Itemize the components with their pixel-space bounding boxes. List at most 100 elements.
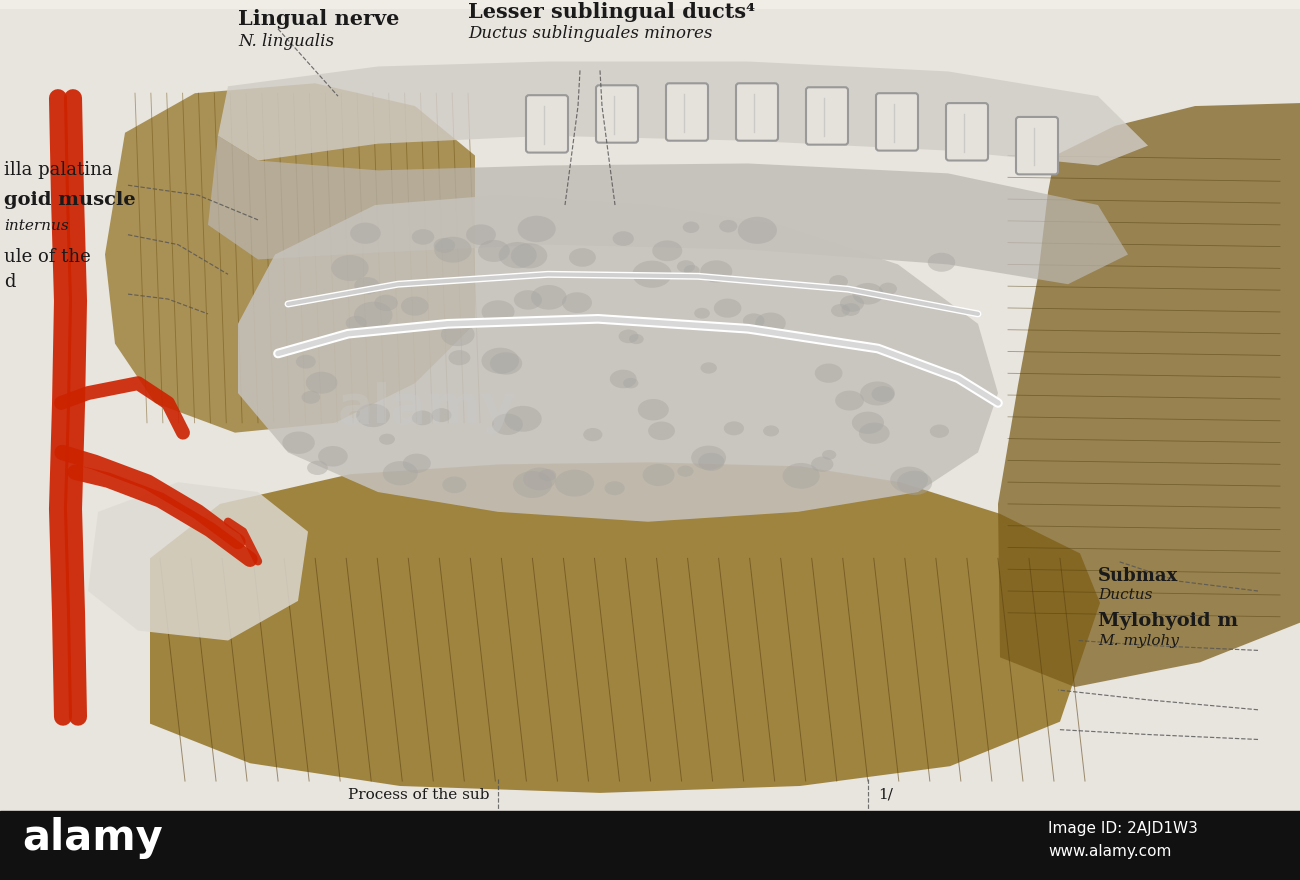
Ellipse shape [871, 386, 894, 402]
Text: Submax: Submax [1098, 567, 1178, 585]
Ellipse shape [350, 223, 381, 244]
Text: Image ID: 2AJD1W3: Image ID: 2AJD1W3 [1048, 822, 1197, 837]
Ellipse shape [400, 297, 429, 316]
FancyBboxPatch shape [1017, 117, 1058, 174]
Ellipse shape [853, 283, 884, 304]
Ellipse shape [928, 253, 956, 272]
Ellipse shape [346, 316, 367, 330]
Text: d: d [4, 273, 16, 291]
Ellipse shape [763, 425, 779, 436]
Ellipse shape [434, 238, 455, 253]
Polygon shape [218, 62, 1148, 165]
FancyBboxPatch shape [806, 87, 848, 144]
Ellipse shape [840, 295, 865, 312]
Ellipse shape [879, 282, 897, 295]
FancyBboxPatch shape [876, 93, 918, 150]
Polygon shape [88, 482, 308, 641]
FancyBboxPatch shape [595, 85, 638, 143]
Ellipse shape [604, 481, 625, 495]
Ellipse shape [724, 422, 744, 436]
Ellipse shape [629, 334, 644, 344]
Ellipse shape [306, 371, 338, 393]
FancyBboxPatch shape [946, 103, 988, 160]
Ellipse shape [434, 237, 472, 262]
Ellipse shape [891, 466, 928, 493]
Ellipse shape [742, 313, 764, 328]
Ellipse shape [822, 450, 836, 459]
Ellipse shape [692, 445, 727, 470]
FancyBboxPatch shape [736, 84, 777, 141]
FancyBboxPatch shape [666, 84, 709, 141]
Text: 1/: 1/ [878, 788, 893, 802]
Ellipse shape [755, 312, 785, 334]
Ellipse shape [514, 471, 552, 498]
Ellipse shape [499, 242, 537, 268]
Ellipse shape [653, 240, 682, 261]
Ellipse shape [694, 308, 710, 319]
Text: internus: internus [4, 219, 69, 233]
Ellipse shape [412, 410, 433, 425]
Ellipse shape [302, 391, 320, 404]
Text: www.alamy.com: www.alamy.com [1048, 844, 1171, 859]
Ellipse shape [701, 260, 732, 282]
Ellipse shape [356, 404, 390, 427]
Ellipse shape [897, 471, 932, 495]
Polygon shape [208, 136, 1128, 284]
Text: ule of the: ule of the [4, 248, 91, 267]
Polygon shape [105, 84, 474, 433]
Text: Ductus sublinguales minores: Ductus sublinguales minores [468, 25, 712, 41]
Ellipse shape [829, 275, 848, 288]
Text: Lingual nerve: Lingual nerve [238, 9, 399, 29]
Text: N. lingualis: N. lingualis [238, 33, 334, 49]
Ellipse shape [623, 378, 638, 388]
Ellipse shape [403, 453, 430, 473]
Ellipse shape [380, 434, 395, 444]
Ellipse shape [632, 260, 672, 288]
Ellipse shape [677, 466, 694, 477]
Ellipse shape [538, 469, 556, 481]
Ellipse shape [719, 220, 737, 232]
Ellipse shape [701, 363, 716, 374]
Ellipse shape [815, 363, 842, 383]
Ellipse shape [610, 370, 637, 388]
Ellipse shape [478, 240, 510, 262]
Ellipse shape [569, 248, 595, 267]
Ellipse shape [677, 260, 696, 273]
Polygon shape [150, 462, 1100, 793]
Ellipse shape [523, 467, 556, 490]
Ellipse shape [504, 406, 542, 432]
Ellipse shape [332, 255, 369, 281]
Ellipse shape [517, 216, 556, 242]
Ellipse shape [355, 277, 380, 295]
Text: Lesser sublingual ducts⁴: Lesser sublingual ducts⁴ [468, 2, 755, 22]
Ellipse shape [307, 460, 328, 475]
Text: alamy: alamy [22, 818, 162, 859]
Ellipse shape [514, 290, 542, 310]
Ellipse shape [562, 292, 592, 313]
Ellipse shape [318, 446, 347, 466]
Ellipse shape [861, 381, 894, 406]
Ellipse shape [584, 428, 602, 441]
Ellipse shape [511, 243, 547, 268]
Ellipse shape [811, 457, 833, 472]
Ellipse shape [442, 476, 467, 493]
Ellipse shape [467, 224, 495, 245]
Ellipse shape [859, 422, 889, 444]
Ellipse shape [852, 412, 884, 434]
Ellipse shape [491, 414, 523, 435]
Ellipse shape [930, 424, 949, 438]
Bar [0, 810, 1300, 880]
Text: Process of the sub: Process of the sub [348, 788, 490, 802]
FancyBboxPatch shape [526, 95, 568, 152]
Ellipse shape [282, 431, 315, 454]
Ellipse shape [555, 470, 594, 496]
Ellipse shape [530, 285, 567, 310]
Ellipse shape [619, 329, 638, 343]
Text: M. mylohy: M. mylohy [1098, 634, 1179, 649]
Text: illa palatina: illa palatina [4, 161, 113, 180]
Ellipse shape [841, 303, 861, 316]
Ellipse shape [374, 295, 398, 311]
Ellipse shape [490, 352, 523, 375]
Text: Mylohyoid m: Mylohyoid m [1098, 612, 1238, 630]
Polygon shape [998, 103, 1300, 687]
